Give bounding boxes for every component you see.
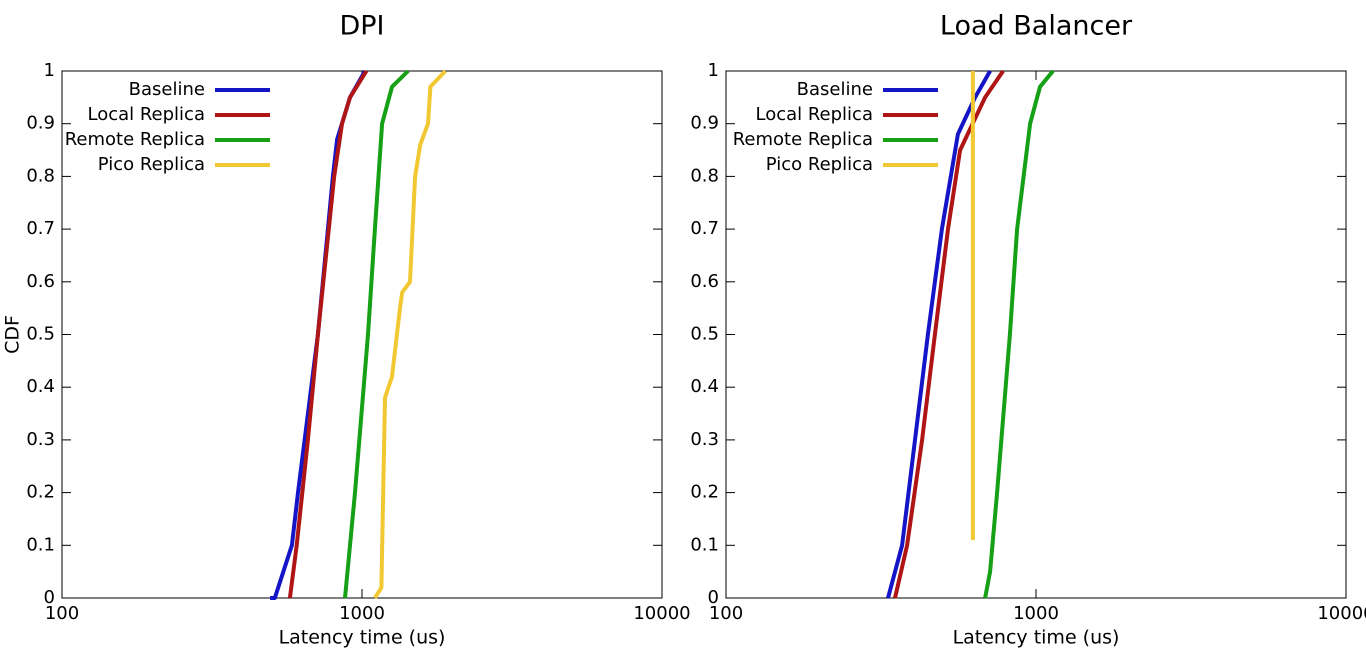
x-tick-label: 1000 (1013, 603, 1059, 624)
y-tick-label: 0.5 (690, 324, 719, 345)
y-tick-label: 0.7 (26, 218, 55, 239)
y-tick-label: 0.1 (690, 534, 719, 555)
cdf-line (343, 69, 410, 599)
x-axis-label: Latency time (us) (279, 627, 446, 649)
x-tick-label: 10000 (1317, 603, 1366, 624)
x-tick-label: 100 (45, 603, 79, 624)
legend-label: Baseline (797, 79, 873, 100)
legend-label: Local Replica (87, 104, 205, 125)
legend-label: Pico Replica (98, 154, 205, 175)
x-axis-label: Latency time (us) (953, 627, 1120, 649)
y-tick-label: 0.4 (26, 376, 55, 397)
y-tick-label: 0.6 (690, 271, 719, 292)
y-axis-label: CDF (2, 315, 24, 354)
y-tick-label: 0.9 (26, 113, 55, 134)
y-tick-label: 0.2 (690, 482, 719, 503)
x-tick-label: 100 (709, 603, 743, 624)
y-tick-label: 0.4 (690, 376, 719, 397)
y-tick-label: 1 (44, 60, 55, 81)
y-tick-label: 0.8 (26, 165, 55, 186)
plot-frame (61, 70, 663, 599)
y-tick-label: 0 (708, 587, 719, 608)
y-tick-label: 0.5 (26, 324, 55, 345)
legend-label: Baseline (129, 79, 205, 100)
y-tick-label: 0.8 (690, 165, 719, 186)
x-tick-label: 1000 (339, 603, 385, 624)
x-tick-label: 10000 (633, 603, 690, 624)
y-tick-label: 0.9 (690, 113, 719, 134)
y-tick-label: 0.2 (26, 482, 55, 503)
cdf-line (983, 69, 1055, 599)
y-tick-label: 0.3 (690, 429, 719, 450)
legend-label: Remote Replica (733, 129, 873, 150)
y-tick-label: 0 (44, 587, 55, 608)
chart-title: DPI (339, 11, 384, 42)
y-tick-label: 0.1 (26, 534, 55, 555)
chart-title: Load Balancer (940, 11, 1133, 42)
legend-label: Local Replica (755, 104, 873, 125)
y-tick-label: 0.3 (26, 429, 55, 450)
legend-label: Remote Replica (65, 129, 205, 150)
cdf-line (373, 69, 447, 600)
y-tick-label: 1 (708, 60, 719, 81)
legend-label: Pico Replica (766, 154, 873, 175)
plot-frame (725, 70, 1347, 599)
y-tick-label: 0.6 (26, 271, 55, 292)
y-tick-label: 0.7 (690, 218, 719, 239)
cdf-line (893, 69, 1005, 599)
cdf-line (287, 69, 369, 599)
